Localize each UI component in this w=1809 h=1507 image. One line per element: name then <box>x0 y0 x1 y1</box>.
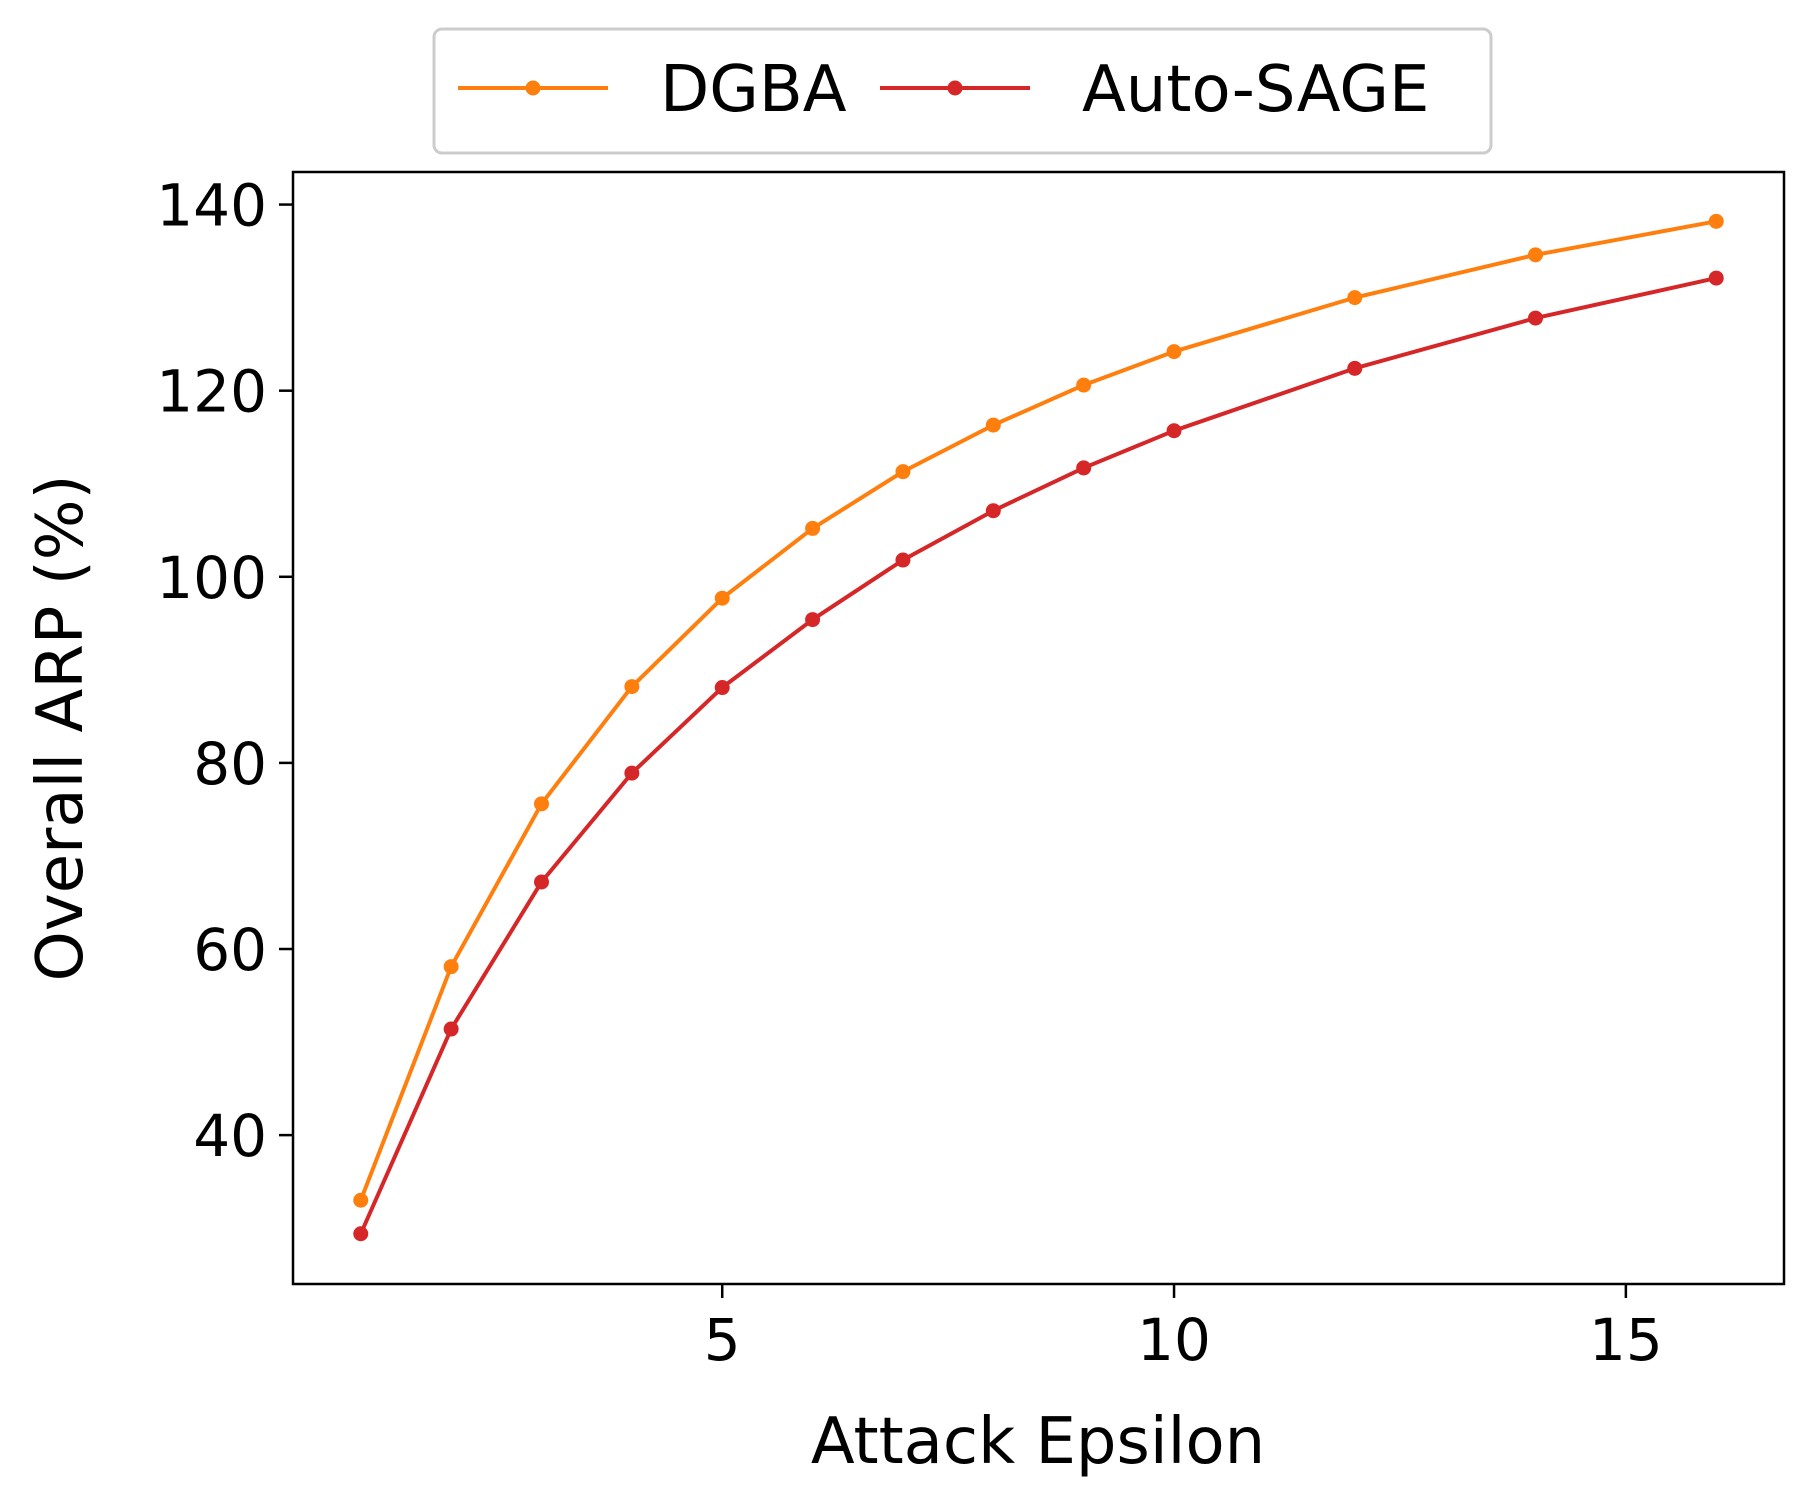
data-point-auto-sage <box>1708 270 1724 286</box>
data-point-dgba <box>1708 213 1724 229</box>
data-point-dgba <box>895 464 911 480</box>
data-point-dgba <box>1076 377 1092 393</box>
legend-item-dgba: DGBA <box>458 53 847 127</box>
data-point-auto-sage <box>985 503 1001 519</box>
legend-label: DGBA <box>660 53 847 127</box>
data-point-auto-sage <box>443 1021 459 1037</box>
data-point-dgba <box>1166 344 1182 360</box>
legend-label: Auto-SAGE <box>1082 53 1429 127</box>
data-point-dgba <box>1347 290 1363 306</box>
data-point-dgba <box>443 959 459 975</box>
data-point-auto-sage <box>805 612 821 628</box>
x-tick-label: 10 <box>1137 1306 1211 1374</box>
y-tick-label: 80 <box>193 730 267 798</box>
data-point-dgba <box>714 590 730 606</box>
y-axis-title: Overall ARP (%) <box>24 475 98 982</box>
y-tick-label: 140 <box>156 172 267 240</box>
x-axis-title: Attack Epsilon <box>811 1405 1265 1479</box>
series-auto-sage <box>353 270 1724 1242</box>
legend: DGBA Auto-SAGE <box>432 27 1493 155</box>
series-line-dgba <box>358 219 1717 1201</box>
data-point-auto-sage <box>1076 460 1092 476</box>
series-line-auto-sage <box>358 276 1717 1235</box>
data-point-auto-sage <box>1166 423 1182 439</box>
legend-frame <box>432 27 1493 155</box>
x-tick-label: 5 <box>704 1306 741 1374</box>
data-point-auto-sage <box>1528 310 1543 326</box>
legend-item-auto-sage: Auto-SAGE <box>880 53 1429 127</box>
data-point-dgba <box>353 1192 369 1208</box>
data-point-auto-sage <box>624 765 640 781</box>
data-point-dgba <box>805 520 821 536</box>
legend-swatch-marker <box>947 80 963 96</box>
y-tick-label: 100 <box>156 544 267 612</box>
data-point-dgba <box>985 417 1001 433</box>
data-point-auto-sage <box>714 680 730 696</box>
data-point-auto-sage <box>895 552 911 568</box>
data-point-dgba <box>534 796 549 812</box>
data-point-auto-sage <box>353 1226 369 1242</box>
data-point-dgba <box>1528 247 1543 263</box>
data-point-dgba <box>624 679 640 695</box>
x-tick-label: 15 <box>1589 1306 1663 1374</box>
series-dgba <box>353 213 1724 1208</box>
data-point-auto-sage <box>534 874 549 890</box>
plot-area-frame <box>291 170 1786 1286</box>
legend-swatch-marker <box>525 80 541 96</box>
y-tick-label: 40 <box>193 1102 267 1170</box>
y-tick-label: 120 <box>156 358 267 426</box>
y-tick-label: 60 <box>193 916 267 984</box>
data-point-auto-sage <box>1347 360 1363 376</box>
